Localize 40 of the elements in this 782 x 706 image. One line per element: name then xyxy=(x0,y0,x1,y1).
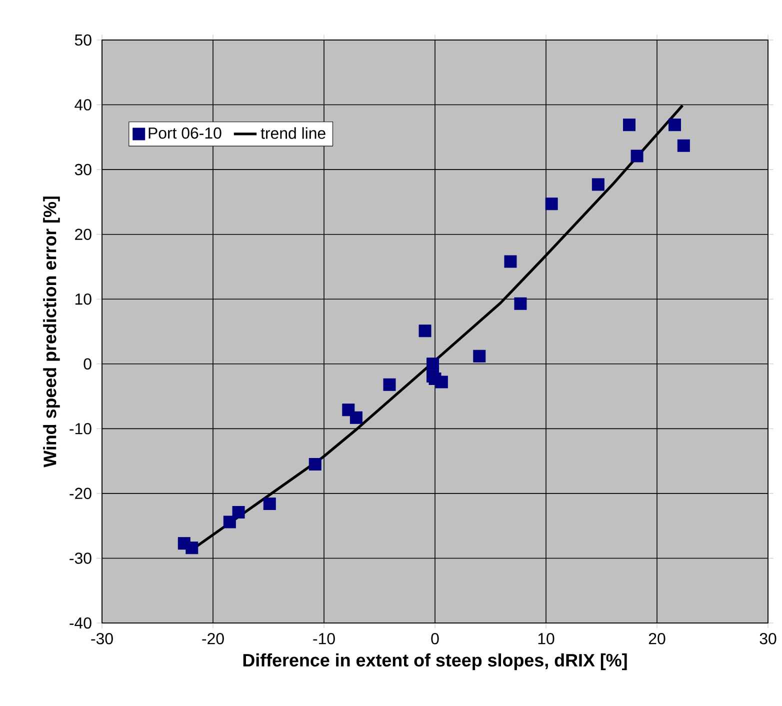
x-tick-label: 0 xyxy=(431,633,439,644)
point xyxy=(514,297,527,310)
point xyxy=(232,506,245,518)
point xyxy=(592,178,604,191)
point xyxy=(630,150,644,162)
x-tick-label: -20 xyxy=(202,633,224,644)
point xyxy=(545,198,558,210)
point xyxy=(308,458,322,471)
y-tick-label: -40 xyxy=(70,617,92,629)
x-tick-label: -30 xyxy=(91,633,113,644)
point xyxy=(418,324,432,338)
point xyxy=(223,516,236,528)
y-tick-label: 50 xyxy=(74,34,92,46)
legend-label: Port 06-10 xyxy=(148,127,222,139)
x-tick-label: 30 xyxy=(760,633,776,644)
x-tick-label: 20 xyxy=(648,633,666,644)
y-tick-label: 20 xyxy=(75,228,92,240)
point xyxy=(263,498,276,510)
point xyxy=(350,411,362,424)
y-axis-title: Wind speed prediction error [%] xyxy=(43,196,60,468)
legend-label: trend line xyxy=(260,127,326,139)
x-tick-label: -10 xyxy=(313,633,335,644)
point xyxy=(504,255,517,268)
y-tick-label: -10 xyxy=(70,423,92,434)
point xyxy=(426,358,440,370)
point xyxy=(623,118,636,132)
point xyxy=(677,139,690,152)
y-tick-label: -20 xyxy=(70,488,92,500)
y-tick-label: 0 xyxy=(84,358,92,370)
point xyxy=(668,118,682,132)
point xyxy=(383,378,396,391)
x-axis-title: Difference in extent of steep slopes, dRIX [%] xyxy=(243,653,627,670)
y-tick-label: 40 xyxy=(74,99,92,110)
point xyxy=(435,376,448,388)
y-tick-label: -30 xyxy=(70,552,92,564)
y-tick-label: 30 xyxy=(74,164,92,176)
x-tick-label: 10 xyxy=(538,633,554,644)
point xyxy=(186,542,198,554)
y-tick-label: 10 xyxy=(75,293,92,305)
point xyxy=(473,350,486,362)
